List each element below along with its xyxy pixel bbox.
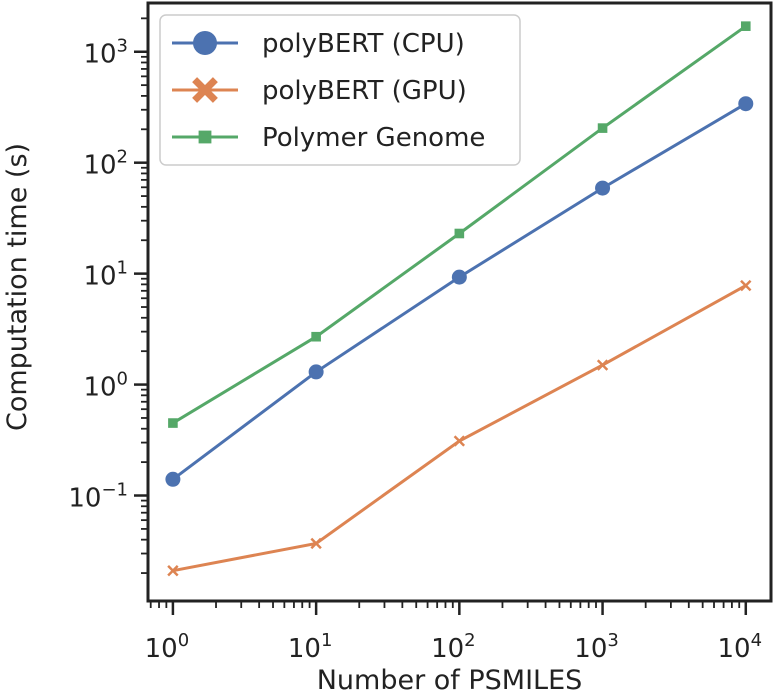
y-tick-label: 102 <box>83 147 128 181</box>
legend-label: polyBERT (CPU) <box>262 29 465 59</box>
data-point <box>738 96 754 112</box>
data-point-stroke <box>167 565 179 577</box>
data-point <box>740 21 751 31</box>
y-tick-label: 103 <box>83 36 128 70</box>
data-point <box>453 435 466 447</box>
legend-marker <box>193 31 217 55</box>
data-point <box>596 359 609 371</box>
series-2 <box>168 21 751 428</box>
data-point <box>168 418 178 428</box>
series-0 <box>165 96 754 487</box>
x-tick-label: 101 <box>288 630 333 664</box>
data-point-stroke <box>453 435 466 447</box>
data-point-stroke <box>740 279 752 292</box>
legend: polyBERT (CPU) polyBERT (GPU) Polymer Geno… <box>159 14 521 166</box>
data-point <box>308 364 324 380</box>
legend-label: polyBERT (GPU) <box>262 76 467 106</box>
data-point <box>451 269 467 285</box>
data-point <box>310 537 322 550</box>
legend-marker-stroke <box>192 77 218 103</box>
legend-marker <box>198 130 212 144</box>
x-axis-label: Number of PSMILES <box>317 665 583 694</box>
data-point-stroke <box>310 537 322 550</box>
y-tick-label: 101 <box>83 258 128 292</box>
data-point <box>454 228 465 239</box>
data-point <box>311 331 321 342</box>
data-point <box>165 471 181 487</box>
y-tick-label: 10−1 <box>68 480 128 514</box>
x-tick-label: 100 <box>145 630 190 664</box>
y-axis-label: Computation time (s) <box>2 143 33 431</box>
data-point <box>597 123 608 133</box>
y-tick-label: 100 <box>83 369 128 403</box>
data-point-stroke <box>596 359 609 371</box>
x-tick-label: 104 <box>718 630 763 664</box>
legend-box <box>159 14 521 166</box>
x-tick-label: 103 <box>574 630 619 664</box>
series-1 <box>167 279 752 577</box>
data-point <box>595 180 611 196</box>
plot-frame <box>146 1 773 603</box>
legend-label: Polymer Genome <box>262 123 485 153</box>
series-line <box>172 284 747 573</box>
x-tick-label: 102 <box>431 630 476 664</box>
data-point <box>740 279 752 292</box>
data-point <box>167 565 179 577</box>
legend-marker <box>192 77 218 103</box>
